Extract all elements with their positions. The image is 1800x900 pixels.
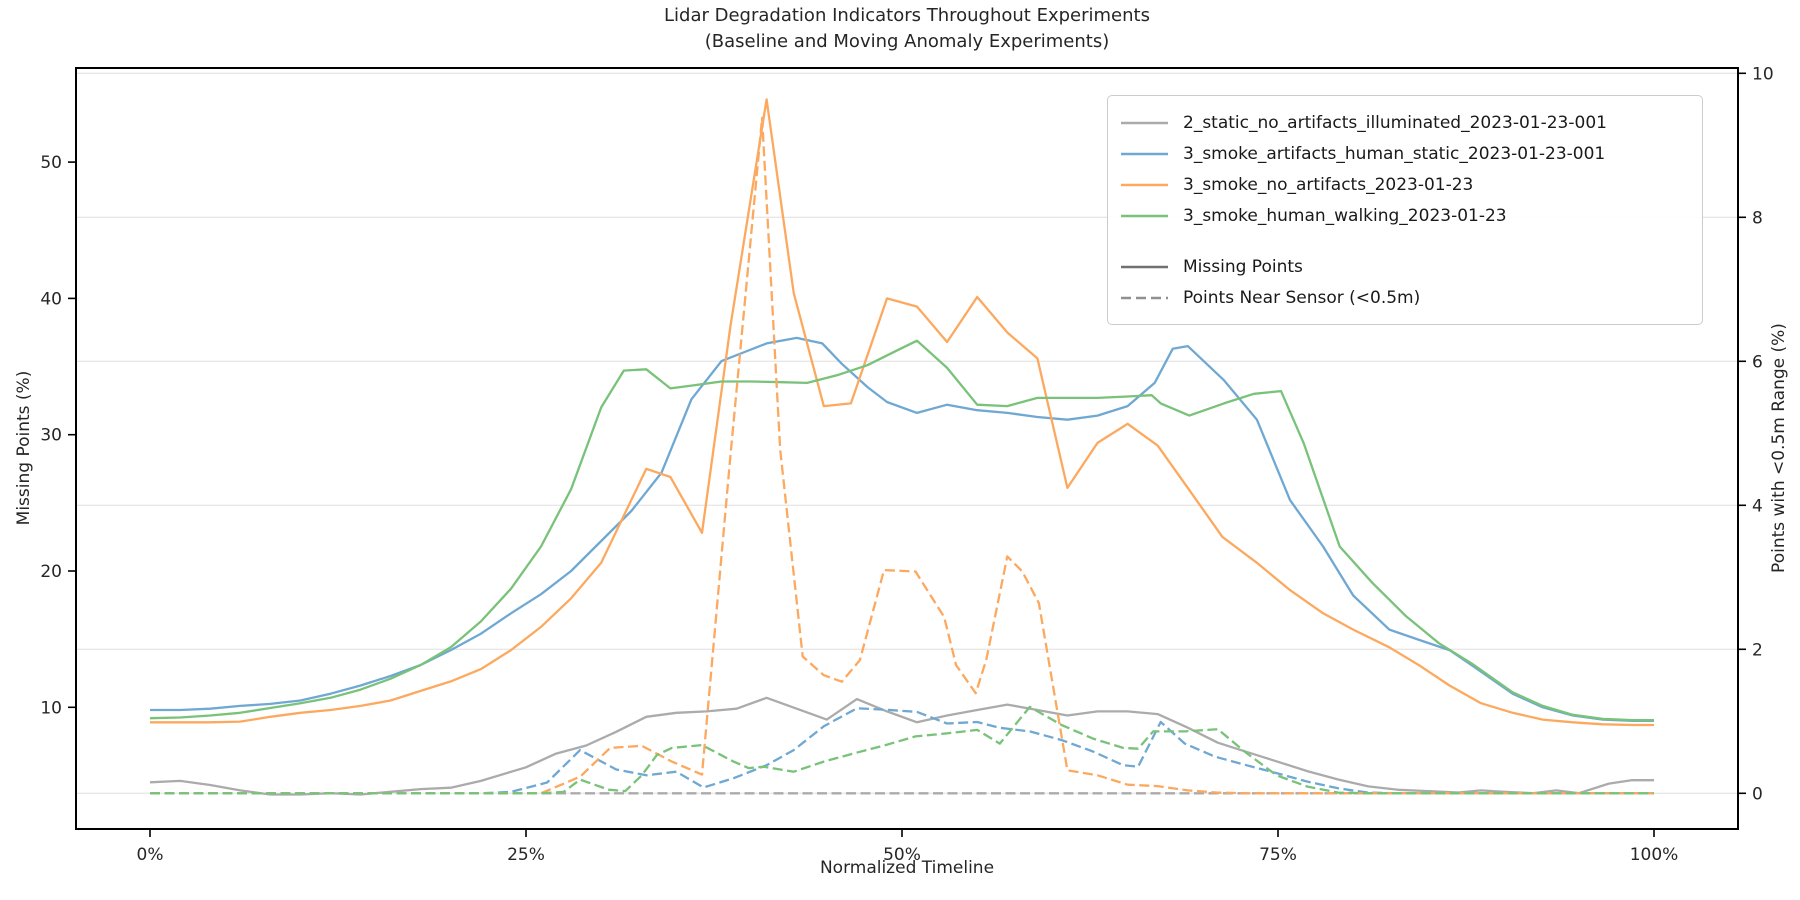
y-right-tick-label: 8 (1752, 208, 1763, 228)
chart-title-line2: (Baseline and Moving Anomaly Experiments… (704, 31, 1110, 52)
legend-entry-0: 2_static_no_artifacts_illuminated_2023-0… (1121, 107, 1692, 138)
y-right-tick-label: 4 (1752, 496, 1763, 516)
legend-line-swatch (1121, 152, 1168, 155)
axes-spines (75, 67, 1739, 830)
legend-entry-2-label: 3_smoke_no_artifacts_2023-01-23 (1183, 174, 1474, 195)
x-tick-label: 100% (1630, 845, 1679, 865)
series-line-solid-3_smoke_human_walking_2023-01-23 (149, 339, 1654, 722)
series-line-solid-3_smoke_no_artifacts_2023-01-23 (150, 98, 1654, 727)
series-line-dashed-3_smoke_artifacts_human_static_2023-01-23-001 (150, 707, 1654, 795)
series-line-dashed-3_smoke_no_artifacts_2023-01-23 (150, 116, 1654, 795)
y-right-tick-label: 0 (1752, 784, 1763, 804)
legend-style-entry-solid-label: Missing Points (1183, 256, 1303, 277)
legend-entry-1: 3_smoke_artifacts_human_static_2023-01-2… (1121, 138, 1692, 169)
legend-line-swatch (1121, 183, 1168, 186)
y-left-tick-label: 10 (40, 698, 62, 718)
legend-entry-3: 3_smoke_human_walking_2023-01-23 (1121, 200, 1692, 231)
series-line-solid-3_smoke_artifacts_human_static_2023-01-23-001 (150, 336, 1654, 723)
y-left-tick-label: 50 (40, 153, 62, 173)
legend-spacer (1121, 231, 1692, 251)
y-right-tick-label: 10 (1752, 64, 1774, 84)
legend-line-swatch (1121, 214, 1168, 217)
legend-entry-1-label: 3_smoke_artifacts_human_static_2023-01-2… (1183, 143, 1606, 164)
legend: 2_static_no_artifacts_illuminated_2023-0… (1107, 95, 1703, 325)
legend-entry-0-label: 2_static_no_artifacts_illuminated_2023-0… (1183, 112, 1607, 133)
y-axis-label-right: Points with <0.5m Range (%) (1769, 323, 1789, 573)
legend-line-swatch (1121, 121, 1168, 124)
legend-entry-2: 3_smoke_no_artifacts_2023-01-23 (1121, 169, 1692, 200)
y-left-tick-label: 40 (40, 289, 62, 309)
legend-style-entry-dashed-label: Points Near Sensor (<0.5m) (1183, 287, 1421, 308)
series-line-dashed-3_smoke_human_walking_2023-01-23 (150, 705, 1654, 795)
x-tick-label: 50% (883, 845, 921, 865)
x-tick-label: 25% (507, 845, 545, 865)
y-left-tick-label: 30 (40, 426, 62, 446)
legend-line-swatch (1121, 296, 1168, 299)
x-tick-label: 0% (137, 845, 164, 865)
x-axis-label: Normalized Timeline (819, 858, 995, 878)
x-tick-label: 75% (1259, 845, 1297, 865)
chart-title: Lidar Degradation Indicators Throughout … (76, 3, 1738, 55)
y-left-tick-label: 20 (40, 562, 62, 582)
y-axis-label-left: Missing Points (%) (14, 370, 34, 526)
legend-style-entry-dashed: Points Near Sensor (<0.5m) (1121, 282, 1692, 313)
legend-entry-3-label: 3_smoke_human_walking_2023-01-23 (1183, 205, 1507, 226)
chart-title-line1: Lidar Degradation Indicators Throughout … (664, 5, 1150, 26)
legend-style-entry-solid: Missing Points (1121, 251, 1692, 282)
series-line-solid-2_static_no_artifacts_illuminated_2023-01-23-001 (149, 696, 1654, 796)
y-right-tick-label: 2 (1752, 640, 1763, 660)
y-right-tick-label: 6 (1752, 352, 1763, 372)
legend-line-swatch (1121, 265, 1168, 268)
